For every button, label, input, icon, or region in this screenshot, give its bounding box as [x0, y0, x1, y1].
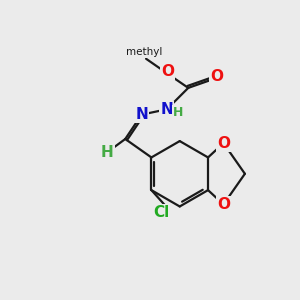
Text: O: O — [210, 69, 223, 84]
Text: O: O — [217, 197, 230, 212]
Text: N: N — [135, 107, 148, 122]
Text: N: N — [160, 102, 173, 117]
Text: O: O — [161, 64, 174, 79]
Text: Cl: Cl — [153, 205, 170, 220]
Text: O: O — [217, 136, 230, 151]
Text: H: H — [173, 106, 183, 119]
Text: methyl: methyl — [126, 47, 163, 57]
Text: H: H — [101, 145, 114, 160]
